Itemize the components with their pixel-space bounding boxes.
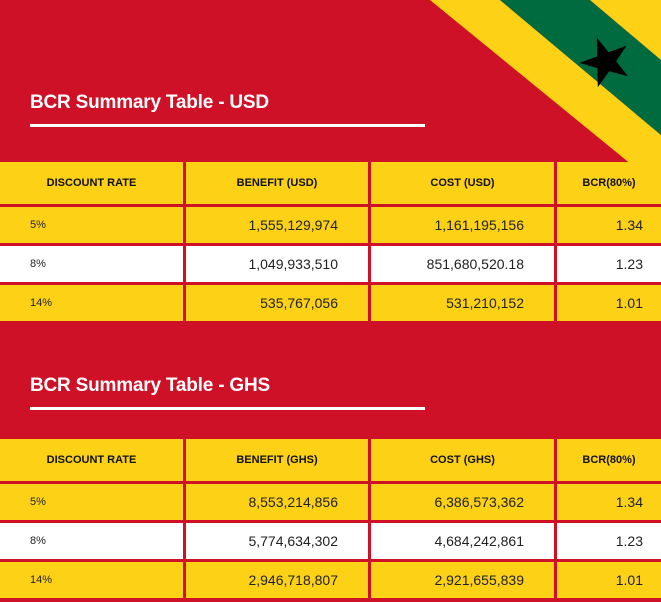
bcr-cell: 1.34 — [557, 484, 661, 523]
rate-cell: 8% — [0, 523, 186, 562]
table-row: 8% 1,049,933,510 851,680,520.18 1.23 — [0, 246, 661, 285]
ghs-table-title: BCR Summary Table - GHS — [30, 375, 270, 396]
usd-header-discount-rate: DISCOUNT RATE — [0, 162, 186, 207]
benefit-cell: 1,555,129,974 — [186, 207, 371, 246]
ghs-header-benefit: BENEFIT (GHS) — [186, 439, 371, 484]
usd-summary-table: DISCOUNT RATE BENEFIT (USD) COST (USD) B… — [0, 162, 661, 324]
benefit-cell: 535,767,056 — [186, 285, 371, 324]
rate-cell: 5% — [0, 207, 186, 246]
rate-cell: 14% — [0, 285, 186, 324]
bcr-cell: 1.01 — [557, 562, 661, 601]
benefit-cell: 1,049,933,510 — [186, 246, 371, 285]
usd-header-bcr: BCR(80%) — [557, 162, 661, 207]
cost-cell: 2,921,655,839 — [371, 562, 557, 601]
bcr-cell: 1.01 — [557, 285, 661, 324]
ghs-header-row: DISCOUNT RATE BENEFIT (GHS) COST (GHS) B… — [0, 439, 661, 484]
ghs-title-underline — [30, 407, 425, 410]
bcr-cell: 1.34 — [557, 207, 661, 246]
usd-header-cost: COST (USD) — [371, 162, 557, 207]
table-row: 14% 535,767,056 531,210,152 1.01 — [0, 285, 661, 324]
table-row: 8% 5,774,634,302 4,684,242,861 1.23 — [0, 523, 661, 562]
ghs-header-bcr: BCR(80%) — [557, 439, 661, 484]
rate-cell: 5% — [0, 484, 186, 523]
bcr-cell: 1.23 — [557, 523, 661, 562]
benefit-cell: 8,553,214,856 — [186, 484, 371, 523]
bcr-cell: 1.23 — [557, 246, 661, 285]
cost-cell: 531,210,152 — [371, 285, 557, 324]
cost-cell: 851,680,520.18 — [371, 246, 557, 285]
ghs-header-cost: COST (GHS) — [371, 439, 557, 484]
cost-cell: 4,684,242,861 — [371, 523, 557, 562]
ghs-summary-table: DISCOUNT RATE BENEFIT (GHS) COST (GHS) B… — [0, 439, 661, 601]
table-row: 5% 8,553,214,856 6,386,573,362 1.34 — [0, 484, 661, 523]
table-row: 14% 2,946,718,807 2,921,655,839 1.01 — [0, 562, 661, 601]
usd-table-title: BCR Summary Table - USD — [30, 92, 269, 113]
black-star-icon — [579, 37, 628, 88]
usd-header-benefit: BENEFIT (USD) — [186, 162, 371, 207]
usd-header-row: DISCOUNT RATE BENEFIT (USD) COST (USD) B… — [0, 162, 661, 207]
ghana-flag-corner-icon — [430, 0, 661, 165]
cost-cell: 6,386,573,362 — [371, 484, 557, 523]
rate-cell: 8% — [0, 246, 186, 285]
table-row: 5% 1,555,129,974 1,161,195,156 1.34 — [0, 207, 661, 246]
benefit-cell: 2,946,718,807 — [186, 562, 371, 601]
benefit-cell: 5,774,634,302 — [186, 523, 371, 562]
usd-title-underline — [30, 124, 425, 127]
ghs-header-discount-rate: DISCOUNT RATE — [0, 439, 186, 484]
rate-cell: 14% — [0, 562, 186, 601]
cost-cell: 1,161,195,156 — [371, 207, 557, 246]
